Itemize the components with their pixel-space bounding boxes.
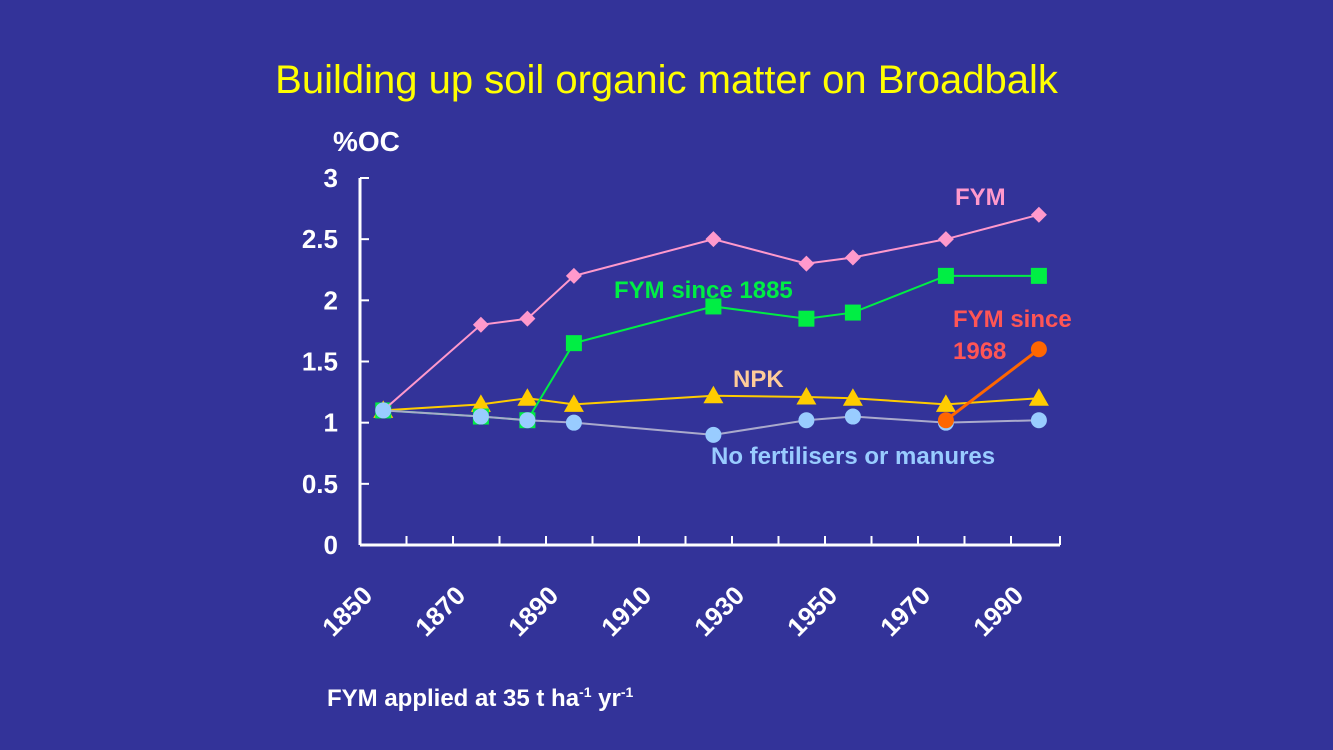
data-point-npk — [842, 388, 863, 406]
x-tick-label: 1990 — [967, 580, 1029, 642]
data-point-fym — [1030, 206, 1047, 223]
data-point-fym-since-1885 — [844, 304, 861, 321]
footnote: FYM applied at 35 t ha-1 yr-1 — [327, 684, 633, 713]
series-line-fym-since-1968 — [944, 348, 1040, 422]
y-axis-label: %OC — [333, 126, 400, 157]
y-tick-label: 2 — [324, 285, 338, 315]
data-point-fym — [472, 316, 489, 333]
x-tick-label: 1950 — [781, 580, 843, 642]
data-point-no-fertilisers-or-manures — [844, 408, 861, 425]
data-point-fym-since-1968 — [1030, 341, 1047, 358]
data-point-npk — [517, 388, 538, 406]
footnote-exponent-1: -1 — [579, 684, 592, 700]
data-point-npk — [1028, 388, 1049, 406]
x-tick-label: 1870 — [409, 580, 471, 642]
data-point-fym — [519, 310, 536, 327]
data-point-npk — [470, 394, 491, 412]
series-label-fym-since-1885: FYM since 1885 — [614, 277, 793, 304]
data-point-npk — [796, 386, 817, 405]
x-tick-label: 1890 — [502, 580, 564, 642]
series-label-no-fertilisers-or-manures: No fertilisers or manures — [711, 443, 995, 470]
data-point-no-fertilisers-or-manures — [519, 412, 536, 429]
x-tick-label: 1910 — [595, 580, 657, 642]
y-tick-label: 1 — [324, 408, 338, 438]
data-point-fym-since-1885 — [705, 298, 722, 315]
data-point-fym-since-1885 — [937, 267, 954, 284]
data-point-no-fertilisers-or-manures — [1030, 412, 1047, 429]
x-tick-label: 1930 — [688, 580, 750, 642]
data-point-fym-since-1885 — [565, 335, 582, 352]
footnote-text: FYM applied at 35 t ha — [327, 685, 580, 712]
data-point-npk — [563, 394, 584, 412]
data-point-fym — [705, 231, 722, 248]
x-tick-label: 1850 — [316, 580, 378, 642]
data-point-no-fertilisers-or-manures — [798, 412, 815, 429]
footnote-unit: yr — [591, 685, 621, 712]
series-label-fym: FYM — [955, 184, 1006, 211]
series-label-fym-since-1968: 1968 — [953, 338, 1006, 365]
data-point-fym — [565, 267, 582, 284]
data-point-no-fertilisers-or-manures — [705, 426, 722, 443]
series-label-fym-since-1968: FYM since — [953, 306, 1072, 333]
data-point-fym — [798, 255, 815, 272]
footnote-exponent-2: -1 — [620, 684, 634, 700]
y-tick-label: 2.5 — [302, 224, 338, 254]
data-point-no-fertilisers-or-manures — [375, 402, 392, 419]
data-point-npk — [935, 394, 956, 412]
y-tick-label: 0 — [324, 530, 338, 560]
data-point-no-fertilisers-or-manures — [472, 408, 489, 425]
data-point-fym-since-1968 — [937, 412, 954, 429]
data-point-npk — [703, 385, 724, 404]
data-point-no-fertilisers-or-manures — [565, 414, 582, 431]
slide-title: Building up soil organic matter on Broad… — [275, 58, 1058, 102]
y-tick-label: 0.5 — [302, 469, 338, 499]
data-point-fym-since-1885 — [1030, 267, 1047, 284]
x-tick-label: 1970 — [874, 580, 936, 642]
data-point-fym — [844, 249, 861, 266]
series-label-npk: NPK — [733, 366, 784, 393]
y-tick-label: 1.5 — [302, 347, 338, 377]
data-point-fym — [937, 231, 954, 248]
data-point-fym-since-1885 — [798, 310, 815, 327]
y-tick-label: 3 — [324, 163, 338, 193]
